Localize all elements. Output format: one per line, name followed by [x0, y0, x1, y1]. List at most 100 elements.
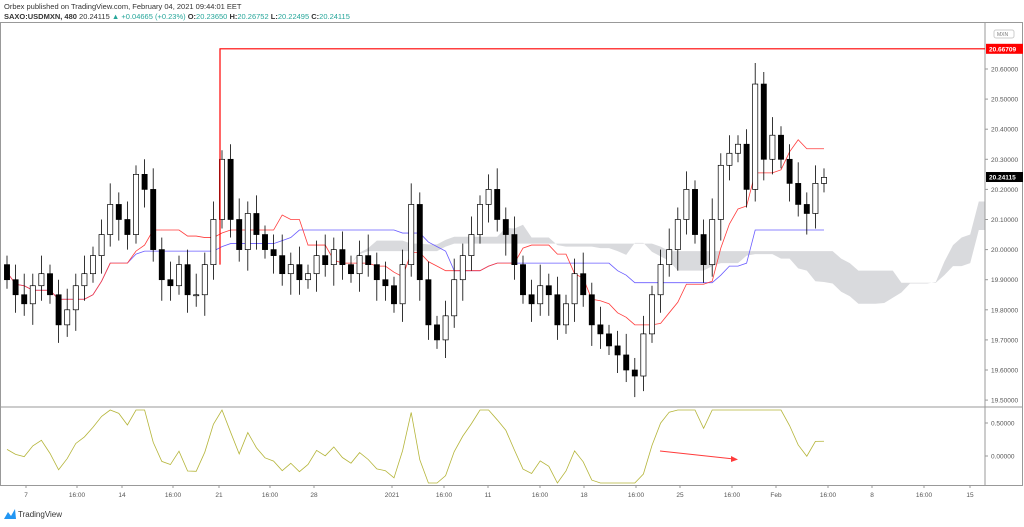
kijun-line: [6, 229, 824, 300]
close-value: 20.24115: [319, 12, 350, 21]
time-tick-label: 11: [485, 492, 492, 499]
candle: [666, 249, 673, 266]
candle: [709, 219, 716, 266]
time-tick-label: 25: [676, 492, 684, 499]
high-value: 20.26752: [237, 12, 269, 21]
candle: [692, 189, 698, 235]
time-tick-label: 7: [24, 492, 28, 499]
oscillator-tick-label: 0.50000: [991, 421, 1015, 428]
horizontal-level-line: [219, 48, 985, 265]
candle: [365, 255, 372, 265]
candle: [468, 234, 475, 256]
close-label: C:: [311, 12, 320, 21]
low-label: L:: [270, 12, 278, 21]
candle: [528, 294, 535, 305]
candle: [717, 164, 724, 220]
price-tick-label: 20.00000: [991, 247, 1018, 254]
candle: [296, 264, 303, 281]
time-tick-label: 16:00: [69, 492, 86, 499]
change: +0.04665 (+0.23%): [121, 12, 186, 21]
candle: [408, 204, 415, 265]
candle: [150, 189, 157, 250]
low-value: 20.22495: [277, 12, 310, 21]
candle: [244, 213, 251, 250]
time-tick-label: 18: [580, 492, 588, 499]
tenkan-line: [6, 139, 824, 326]
candle: [511, 234, 518, 266]
candle: [760, 83, 767, 160]
tradingview-logo[interactable]: TradingView: [4, 509, 62, 519]
candle: [485, 189, 492, 205]
candle: [72, 285, 79, 311]
candle: [253, 213, 260, 235]
candle: [735, 143, 741, 154]
symbol[interactable]: SAXO:USDMXN, 480: [4, 12, 77, 21]
candle: [270, 249, 277, 256]
candle: [98, 234, 105, 256]
candle: [184, 264, 191, 296]
candle: [382, 279, 389, 287]
candle: [563, 303, 569, 326]
candle: [193, 294, 200, 297]
candle: [55, 294, 62, 326]
candle: [279, 255, 286, 275]
red-arrow-shaft: [659, 450, 735, 460]
time-tick-label: 16:00: [916, 492, 933, 499]
candle: [537, 285, 544, 305]
candle: [545, 285, 552, 296]
candle: [803, 204, 810, 214]
candle: [571, 273, 578, 305]
candle: [313, 255, 320, 275]
open-label: O:: [187, 12, 197, 21]
candle: [786, 158, 793, 184]
candle: [812, 183, 819, 214]
candle: [588, 294, 595, 326]
price-tick-label: 19.80000: [991, 307, 1018, 314]
candle: [606, 333, 612, 347]
candle: [477, 204, 483, 235]
time-tick-label: 8: [870, 492, 874, 499]
last-price-label: 20.24115: [989, 175, 1016, 182]
ichimoku-cloud: [230, 201, 985, 304]
price-tick-label: 19.70000: [991, 337, 1018, 344]
level-price-badge: [986, 43, 1023, 54]
candle: [657, 264, 664, 296]
price-tick-label: 20.60000: [991, 67, 1018, 74]
candle: [373, 264, 380, 281]
candle: [494, 189, 501, 220]
candle: [141, 174, 148, 190]
candle: [167, 279, 174, 287]
level-price-label: 20.66709: [989, 46, 1016, 53]
candle: [683, 189, 690, 220]
candle: [623, 354, 630, 371]
candle: [124, 219, 131, 235]
candle: [115, 204, 122, 220]
price-tick-label: 19.60000: [991, 368, 1018, 375]
candle: [133, 174, 139, 235]
candle: [236, 219, 243, 250]
last-price-badge: [986, 172, 1023, 183]
time-tick-label: 28: [310, 492, 318, 499]
candle: [64, 309, 71, 326]
time-tick-label: 2021: [385, 492, 400, 499]
candle: [778, 134, 784, 160]
candle: [176, 264, 182, 287]
candle: [391, 285, 397, 305]
time-tick-label: 16:00: [436, 492, 453, 499]
candle: [348, 264, 354, 275]
candle: [287, 264, 294, 275]
candle: [442, 315, 449, 341]
up-arrow-icon: ▲: [111, 12, 120, 21]
candle: [4, 264, 10, 281]
time-tick-label: 16:00: [628, 492, 645, 499]
candle: [158, 249, 165, 281]
candle: [700, 234, 707, 266]
symbol-info: SAXO:USDMXN, 480 20.24115 ▲ +0.04665 (+0…: [4, 12, 350, 21]
time-tick-label: 21: [215, 492, 223, 499]
currency-badge-label: MXN: [997, 32, 1009, 38]
candle: [769, 134, 776, 160]
candle: [674, 219, 681, 250]
price-tick-label: 19.90000: [991, 277, 1018, 284]
candle: [305, 273, 311, 281]
